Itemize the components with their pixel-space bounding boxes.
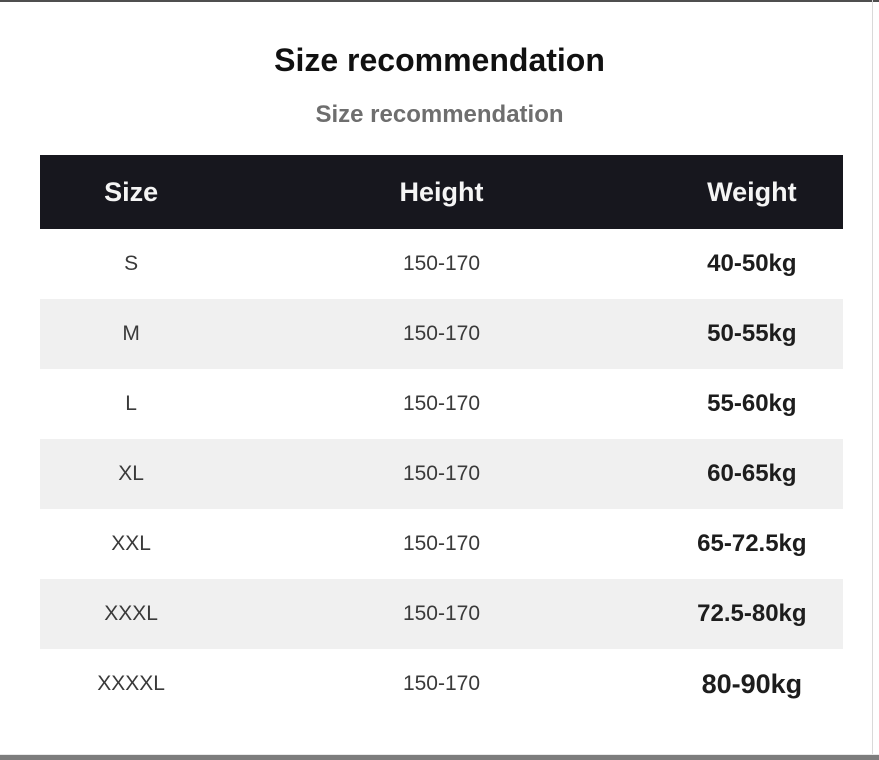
height-cell: 150-170 — [402, 462, 481, 485]
height-cell: 150-170 — [402, 392, 481, 415]
column-header-weight: Weight — [660, 155, 843, 229]
height-cell: 150-170 — [402, 252, 481, 275]
table-row: XL 150-170 60-65kg — [40, 439, 843, 509]
size-cell: XXXXL — [97, 672, 165, 695]
top-edge-line — [0, 0, 879, 2]
weight-cell: 80-90kg — [701, 668, 803, 699]
page-subtitle: Size recommendation — [315, 101, 564, 128]
page-title: Size recommendation — [274, 42, 605, 78]
table-row: XXL 150-170 65-72.5kg — [40, 509, 843, 579]
size-cell: XXL — [111, 532, 151, 555]
height-cell: 150-170 — [402, 602, 481, 625]
height-cell: 150-170 — [402, 322, 481, 345]
table-row: XXXL 150-170 72.5-80kg — [40, 579, 843, 649]
table-row: S 150-170 40-50kg — [40, 229, 843, 299]
table-row: L 150-170 55-60kg — [40, 369, 843, 439]
bottom-edge-line — [0, 754, 879, 760]
weight-cell: 60-65kg — [707, 460, 797, 487]
column-header-size: Size — [40, 155, 223, 229]
height-cell: 150-170 — [402, 672, 481, 695]
size-cell: XL — [118, 462, 144, 485]
height-cell: 150-170 — [402, 532, 481, 555]
size-cell: L — [125, 392, 137, 415]
size-cell: XXXL — [104, 602, 158, 625]
weight-cell: 65-72.5kg — [697, 530, 807, 557]
size-cell: M — [122, 322, 140, 345]
weight-cell: 50-55kg — [707, 320, 797, 347]
weight-cell: 55-60kg — [707, 390, 797, 417]
size-recommendation-table: Size Height Weight S 150-170 40-50kg M 1… — [40, 155, 843, 719]
column-header-height: Height — [222, 155, 661, 229]
table-row: M 150-170 50-55kg — [40, 299, 843, 369]
weight-cell: 72.5-80kg — [697, 600, 807, 627]
size-cell: S — [124, 252, 139, 275]
right-edge-line — [872, 0, 873, 760]
table-header-row: Size Height Weight — [40, 155, 843, 229]
weight-cell: 40-50kg — [707, 250, 797, 277]
table-row: XXXXL 150-170 80-90kg — [40, 649, 843, 719]
